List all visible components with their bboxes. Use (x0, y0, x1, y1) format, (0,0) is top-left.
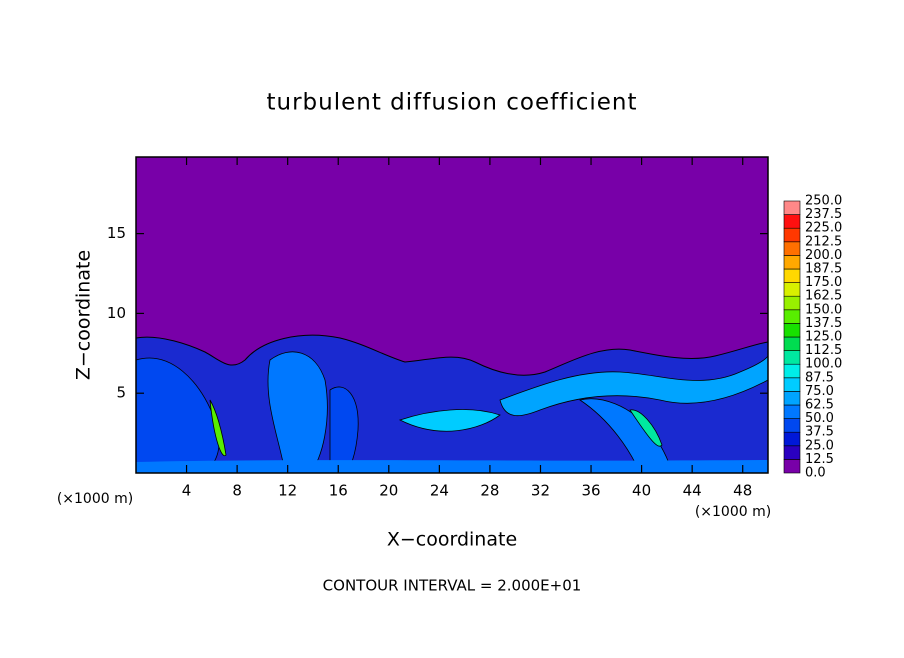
contour-interval: CONTOUR INTERVAL = 2.000E+01 (323, 577, 582, 595)
colorbar-swatch (783, 363, 801, 379)
y-tick-label: 10 (107, 304, 126, 322)
colorbar-label: 162.5 (805, 289, 842, 304)
colorbar-swatch (783, 241, 801, 256)
colorbar-label: 75.0 (805, 384, 834, 399)
colorbar-swatch (783, 268, 801, 283)
x-tick-label: 48 (733, 482, 752, 500)
plot-frame (135, 156, 769, 474)
field (135, 157, 769, 474)
x-tick-label: 32 (531, 482, 550, 500)
colorbar-swatch (783, 336, 801, 351)
x-tick-label: 28 (480, 482, 499, 500)
colorbar-swatch (783, 282, 801, 297)
colorbar-label: 50.0 (805, 411, 834, 426)
colorbar-swatch (783, 227, 801, 243)
colorbar-swatch (783, 350, 801, 365)
y-tick-label: 5 (116, 384, 126, 402)
colorbar-swatch (783, 418, 801, 433)
colorbar-swatch (783, 309, 801, 324)
colorbar-label: 87.5 (805, 370, 834, 385)
x-tick-label: 24 (430, 482, 449, 500)
colorbar-swatch (783, 323, 801, 338)
x-tick-label: 36 (581, 482, 600, 500)
colorbar-label: 187.5 (805, 262, 842, 277)
colorbar-swatch (783, 200, 801, 215)
field-shape (209, 399, 227, 457)
colorbar-label: 212.5 (805, 234, 842, 249)
x-tick-label: 8 (232, 482, 242, 500)
colorbar-label: 200.0 (805, 248, 842, 263)
y-axis-label: Z−coordinate (73, 250, 95, 380)
x-tick-label: 4 (182, 482, 192, 500)
x-tick-label: 16 (329, 482, 348, 500)
colorbar-label: 237.5 (805, 207, 842, 222)
colorbar-label: 150.0 (805, 302, 842, 317)
colorbar-swatch (783, 295, 801, 311)
colorbar-swatch (783, 255, 801, 270)
colorbar-swatch (783, 431, 801, 447)
x-tick-label: 44 (683, 482, 702, 500)
colorbar-label: 12.5 (805, 452, 834, 467)
colorbar-label: 37.5 (805, 425, 834, 440)
colorbar-label: 62.5 (805, 398, 834, 413)
field-shape (136, 460, 768, 473)
field-shape (579, 398, 673, 474)
colorbar-label: 125.0 (805, 330, 842, 345)
x-tick-label: 12 (278, 482, 297, 500)
colorbar-swatch (783, 214, 801, 229)
colorbar-label: 137.5 (805, 316, 842, 331)
colorbar-label: 25.0 (805, 438, 834, 453)
colorbar-swatch (783, 377, 801, 392)
colorbar-swatch (783, 459, 801, 474)
colorbar-label: 175.0 (805, 275, 842, 290)
field-shape (398, 409, 501, 432)
colorbar-label: 0.0 (805, 466, 826, 481)
colorbar-swatch (783, 445, 801, 460)
field-shape (267, 351, 328, 474)
chart-title: turbulent diffusion coefficient (266, 90, 637, 116)
colorbar-swatch (783, 391, 801, 406)
colorbar-label: 112.5 (805, 343, 842, 358)
y-tick-label: 15 (107, 224, 126, 242)
colorbar-swatch (783, 404, 801, 419)
x-tick-label: 20 (379, 482, 398, 500)
x-units: (×1000 m) (695, 504, 771, 520)
y-units: (×1000 m) (57, 491, 133, 507)
x-axis-label: X−coordinate (387, 529, 517, 551)
colorbar-label: 250.0 (805, 194, 842, 209)
colorbar-label: 100.0 (805, 357, 842, 372)
x-tick-label: 40 (632, 482, 651, 500)
colorbar-label: 225.0 (805, 221, 842, 236)
field-shape (629, 409, 663, 447)
